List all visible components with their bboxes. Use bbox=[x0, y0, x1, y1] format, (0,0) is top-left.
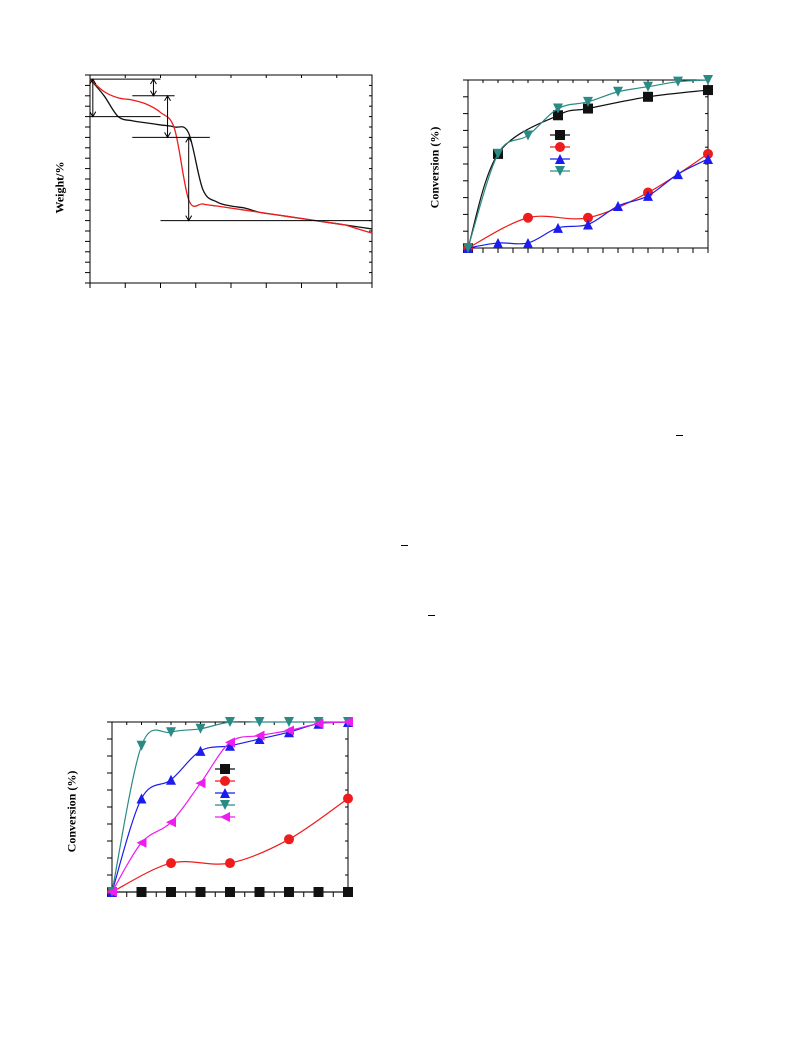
data-point-triangle-left bbox=[313, 718, 324, 729]
arrow-head-up bbox=[89, 78, 97, 85]
weight-curve-2 bbox=[89, 78, 373, 234]
dash-mark bbox=[676, 435, 683, 436]
data-point-square bbox=[220, 764, 230, 774]
series-line-3 bbox=[467, 158, 709, 249]
data-point-triangle-down bbox=[225, 717, 235, 727]
data-point-triangle-down bbox=[136, 740, 147, 751]
arrow-head-up bbox=[185, 136, 193, 143]
conversion-chart-b bbox=[107, 717, 353, 897]
data-point-circle bbox=[583, 212, 593, 223]
weight-curve-1 bbox=[89, 78, 373, 230]
conversion-panel-a: Conversion (%) bbox=[420, 70, 720, 270]
data-point-square bbox=[195, 887, 206, 897]
data-point-triangle-down bbox=[703, 75, 713, 85]
data-point-triangle-down bbox=[493, 148, 503, 159]
data-point-triangle-up bbox=[225, 740, 235, 751]
data-point-square bbox=[284, 887, 294, 897]
data-point-circle bbox=[343, 793, 353, 804]
data-point-triangle-down bbox=[555, 166, 565, 176]
tga-panel: Weight/% bbox=[50, 70, 380, 300]
data-point-triangle-down bbox=[523, 130, 533, 141]
data-point-triangle-up bbox=[643, 190, 653, 201]
data-point-square bbox=[225, 887, 235, 897]
data-point-triangle-down bbox=[195, 723, 206, 734]
data-point-square bbox=[136, 887, 147, 897]
data-point-triangle-left bbox=[343, 717, 353, 727]
data-point-triangle-left bbox=[107, 887, 117, 897]
data-point-circle bbox=[703, 148, 713, 159]
data-point-triangle-up bbox=[523, 237, 533, 248]
data-point-triangle-down bbox=[583, 96, 593, 107]
dash-mark bbox=[401, 545, 408, 546]
data-point-circle bbox=[523, 212, 533, 223]
data-point-circle bbox=[166, 858, 176, 869]
data-point-triangle-up bbox=[166, 774, 176, 785]
data-point-triangle-up bbox=[220, 788, 230, 798]
data-point-square bbox=[643, 91, 653, 102]
arrow-head-up bbox=[150, 78, 157, 85]
data-point-triangle-down bbox=[463, 243, 473, 253]
data-point-triangle-down bbox=[166, 727, 176, 738]
data-point-triangle-down bbox=[254, 717, 265, 727]
data-point-square bbox=[343, 887, 353, 897]
arrow-head-down bbox=[185, 215, 193, 222]
data-point-triangle-left bbox=[284, 725, 294, 736]
data-point-triangle-up bbox=[195, 745, 206, 756]
data-point-square bbox=[553, 110, 563, 121]
data-point-circle bbox=[220, 776, 230, 786]
data-point-square bbox=[254, 887, 265, 897]
data-point-triangle-up bbox=[613, 201, 623, 211]
dash-mark bbox=[428, 615, 435, 616]
data-point-circle bbox=[225, 858, 235, 869]
data-point-triangle-left bbox=[166, 817, 176, 828]
arrow-head-up bbox=[164, 94, 171, 102]
data-point-triangle-left bbox=[254, 730, 265, 741]
series-line-2 bbox=[467, 153, 709, 249]
data-point-circle bbox=[555, 142, 565, 152]
data-point-triangle-down bbox=[643, 81, 653, 92]
data-point-triangle-up bbox=[555, 154, 565, 164]
data-point-triangle-up bbox=[703, 153, 713, 164]
data-point-square bbox=[313, 887, 324, 897]
data-point-triangle-left bbox=[220, 812, 230, 822]
plot-frame bbox=[89, 74, 373, 284]
data-point-square bbox=[703, 85, 713, 96]
data-point-triangle-left bbox=[225, 737, 235, 748]
data-point-triangle-down bbox=[284, 717, 294, 727]
data-point-triangle-down bbox=[613, 86, 623, 97]
arrow-head-down bbox=[164, 132, 171, 139]
data-point-triangle-up bbox=[553, 222, 563, 233]
tga-chart bbox=[85, 74, 373, 288]
data-point-circle bbox=[284, 834, 294, 845]
data-point-triangle-left bbox=[195, 778, 206, 789]
data-point-triangle-down bbox=[553, 103, 563, 114]
arrow-head-down bbox=[150, 90, 157, 97]
arrow-head-down bbox=[89, 111, 97, 118]
data-point-triangle-up bbox=[673, 169, 683, 180]
data-point-triangle-down bbox=[673, 76, 683, 87]
data-point-square bbox=[583, 103, 593, 114]
data-point-triangle-down bbox=[220, 800, 230, 810]
data-point-triangle-up bbox=[136, 793, 147, 804]
conversion-chart-a bbox=[463, 75, 713, 253]
data-point-triangle-left bbox=[136, 837, 147, 848]
conversion-panel-b: Conversion (%) bbox=[60, 712, 360, 912]
data-point-square bbox=[166, 887, 176, 897]
data-point-triangle-up bbox=[583, 219, 593, 230]
data-point-triangle-up bbox=[493, 237, 503, 248]
data-point-triangle-up bbox=[254, 734, 265, 744]
data-point-square bbox=[555, 130, 565, 140]
